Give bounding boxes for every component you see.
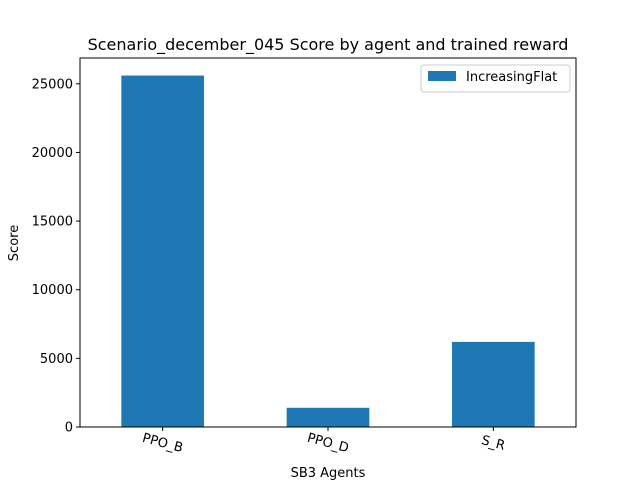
x-axis-label: SB3 Agents: [291, 466, 366, 480]
y-tick-label: 5000: [40, 352, 73, 367]
chart-title: Scenario_december_045 Score by agent and…: [88, 35, 569, 55]
legend: IncreasingFlat: [420, 64, 571, 93]
x-tick-label: PPO_B: [141, 431, 185, 456]
legend-label: IncreasingFlat: [466, 70, 557, 85]
x-tick-label: S_R: [480, 433, 507, 454]
x-tick-label: PPO_D: [305, 431, 350, 456]
legend-swatch: [428, 71, 456, 81]
y-tick-label: 25000: [32, 77, 73, 92]
y-axis-label: Score: [7, 225, 22, 261]
y-axis-ticks: 0 5000 10000 15000 20000 25000: [32, 77, 80, 436]
y-tick-label: 10000: [32, 283, 73, 298]
y-tick-label: 15000: [32, 215, 73, 230]
y-tick-label: 20000: [32, 146, 73, 161]
bar-s-r: [452, 341, 535, 427]
legend-box: [420, 64, 571, 93]
plot-frame: [79, 57, 577, 428]
bar-ppo-d: [286, 407, 370, 427]
x-axis-ticks: PPO_B PPO_D S_R: [141, 427, 507, 456]
bars-group: [121, 75, 535, 428]
bar-ppo-b: [121, 75, 204, 428]
y-tick-label: 0: [65, 421, 73, 436]
